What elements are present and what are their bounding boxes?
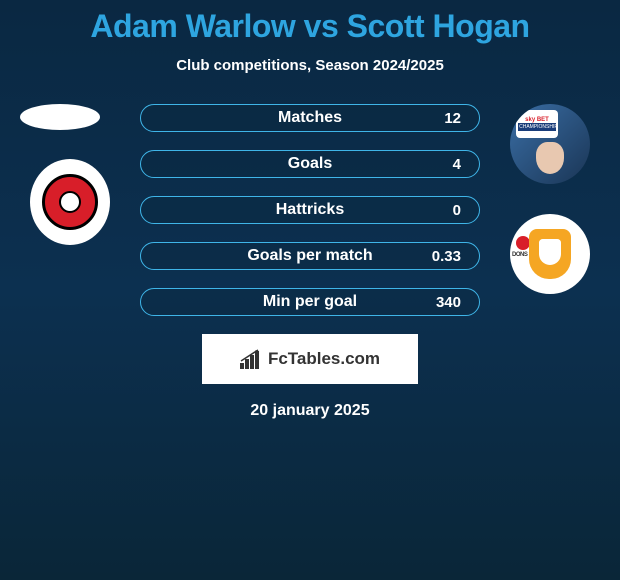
stat-label: Hattricks [141,201,479,219]
stat-row-hattricks: Hattricks 0 [140,196,480,224]
page-title: Adam Warlow vs Scott Hogan [0,0,620,45]
fctables-text: FcTables.com [268,349,380,369]
bar-chart-icon [240,349,262,369]
club-crest-shield [529,229,571,279]
player1-avatar [20,104,100,130]
player1-club-badge [30,159,110,245]
vs-text: vs [304,8,339,44]
crest-dot-icon [516,236,530,250]
stat-label: Goals [141,155,479,173]
stat-label: Min per goal [141,293,479,311]
fctables-badge: FcTables.com [202,334,418,384]
stat-label: Goals per match [141,247,479,265]
league-banner: sky BET CHAMPIONSHIP [516,110,558,138]
club-crest-circle [42,174,98,230]
crest-text: DONS [512,252,527,258]
date-text: 20 january 2025 [0,402,620,420]
player2-avatar: sky BET CHAMPIONSHIP [510,104,590,184]
crest-ball-icon [59,191,81,213]
stat-row-goals: Goals 4 [140,150,480,178]
content-area: sky BET CHAMPIONSHIP DONS Matches 12 Goa… [0,104,620,420]
stat-row-matches: Matches 12 [140,104,480,132]
player2-name: Scott Hogan [347,8,530,44]
subtitle: Club competitions, Season 2024/2025 [0,57,620,74]
stat-bars-container: Matches 12 Goals 4 Hattricks 0 Goals per… [140,104,480,316]
stat-label: Matches [141,109,479,127]
stat-row-gpm: Goals per match 0.33 [140,242,480,270]
player2-club-badge: DONS [510,214,590,294]
stat-row-mpg: Min per goal 340 [140,288,480,316]
player1-name: Adam Warlow [90,8,295,44]
banner-bottom-text: CHAMPIONSHIP [518,123,556,131]
